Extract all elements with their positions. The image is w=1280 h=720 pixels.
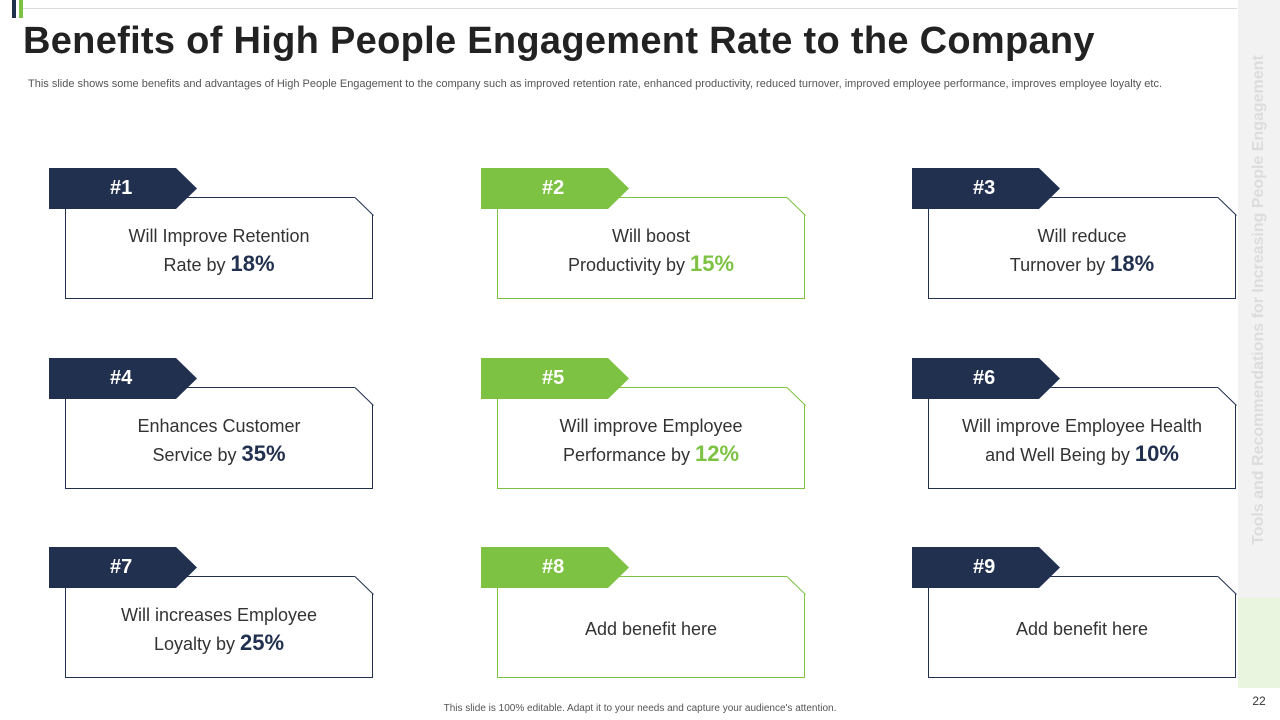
fold-corner [355,576,374,595]
benefit-box: Will improve Employee Health and Well Be… [928,387,1236,489]
benefit-card-5: Will improve Employee Performance by 12%… [481,358,806,490]
tag-arrow [912,168,1060,209]
benefit-percent: 18% [230,251,275,276]
fold-corner [787,387,806,406]
benefit-text: Add benefit here [1015,619,1149,639]
benefit-box: Will increases Employee Loyalty by 25% [65,576,373,678]
benefit-card-1: Will Improve Retention Rate by 18% #1 [49,168,374,300]
tag-label: #9 [973,556,996,578]
benefit-box: Enhances Customer Service by 35% [65,387,373,489]
side-panel-accent [1238,598,1280,688]
tag-arrow [481,358,629,399]
tag-arrow [481,168,629,209]
benefit-card-9: Add benefit here #9 [912,547,1237,679]
benefit-text: Will improve Employee Health and Well Be… [961,416,1203,466]
benefit-text: Enhances Customer Service by 35% [137,416,301,466]
fold-corner [355,197,374,216]
benefit-card-6: Will improve Employee Health and Well Be… [912,358,1237,490]
tag-label: #4 [110,367,133,389]
top-divider [23,8,1237,9]
benefit-percent: 15% [690,251,735,276]
tag-label: #2 [542,177,565,199]
fold-corner [355,387,374,406]
benefit-percent: 10% [1134,441,1179,466]
benefit-box: Add benefit here [928,576,1236,678]
tag-label: #7 [110,556,133,578]
benefit-card-4: Enhances Customer Service by 35% #4 [49,358,374,490]
benefit-box: Will Improve Retention Rate by 18% [65,197,373,299]
benefit-box: Will reduce Turnover by 18% [928,197,1236,299]
benefit-card-2: Will boost Productivity by 15% #2 [481,168,806,300]
benefit-text: Will reduce Turnover by 18% [1009,226,1155,276]
accent-bar-navy [12,0,16,18]
slide-subtitle: This slide shows some benefits and advan… [28,78,1163,90]
tag-arrow [481,547,629,588]
tag-label: #3 [973,177,996,199]
tag-arrow [912,358,1060,399]
tag-arrow [49,547,197,588]
tag-arrow [912,547,1060,588]
page-number: 22 [1252,694,1266,708]
benefit-text: Will improve Employee Performance by 12% [559,416,743,466]
fold-corner [787,576,806,595]
benefit-text: Will boost Productivity by 15% [567,226,735,276]
benefit-percent: 12% [695,441,740,466]
tag-label: #5 [542,367,565,389]
benefit-card-8: Add benefit here #8 [481,547,806,679]
tag-label: #8 [542,556,565,578]
benefit-box: Will improve Employee Performance by 12% [497,387,805,489]
benefit-percent: 35% [241,441,286,466]
benefit-text: Add benefit here [584,619,718,639]
side-panel [1238,0,1280,598]
tag-label: #6 [973,367,996,389]
fold-corner [1218,576,1237,595]
fold-corner [787,197,806,216]
slide-title: Benefits of High People Engagement Rate … [23,20,1095,62]
benefit-percent: 18% [1110,251,1155,276]
fold-corner [1218,387,1237,406]
tag-label: #1 [110,177,133,199]
tag-arrow [49,168,197,209]
footer-note: This slide is 100% editable. Adapt it to… [443,703,837,714]
accent-bar-green [19,0,23,18]
benefit-box: Will boost Productivity by 15% [497,197,805,299]
tag-arrow [49,358,197,399]
fold-corner [1218,197,1237,216]
benefit-card-3: Will reduce Turnover by 18% #3 [912,168,1237,300]
benefit-card-7: Will increases Employee Loyalty by 25% #… [49,547,374,679]
side-section-label: Tools and Recommendations for Increasing… [1250,55,1267,545]
benefit-text: Will increases Employee Loyalty by 25% [120,605,318,655]
benefit-text: Will Improve Retention Rate by 18% [128,226,310,276]
benefit-box: Add benefit here [497,576,805,678]
benefit-percent: 25% [240,630,285,655]
